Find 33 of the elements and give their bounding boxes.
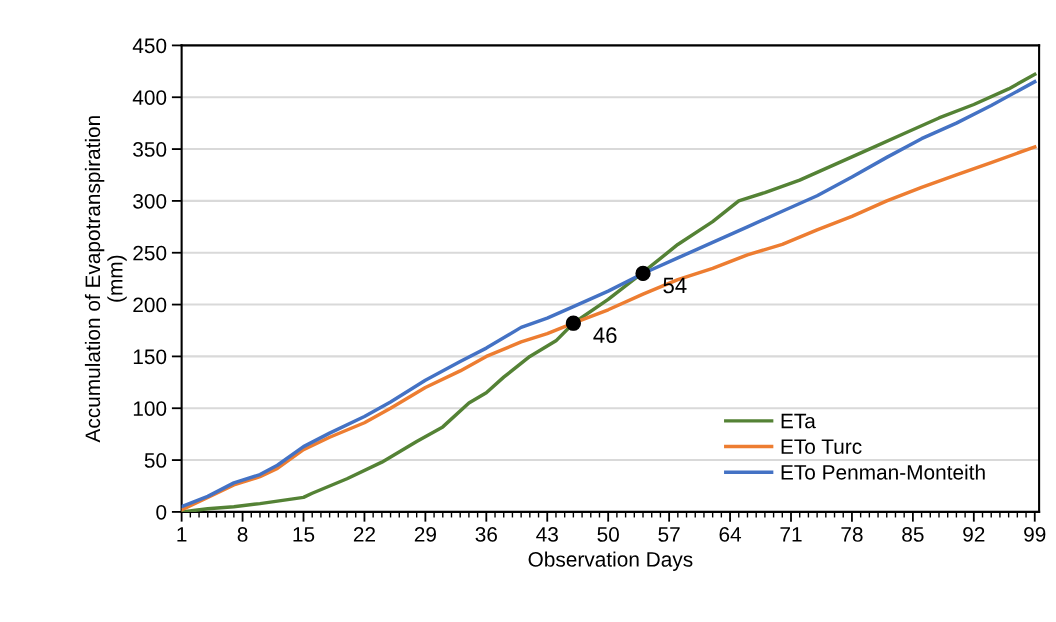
x-tick-label: 71	[780, 527, 802, 542]
x-tick-label: 43	[536, 527, 558, 542]
x-tick-label: 85	[902, 527, 924, 542]
y-tick-label: 0	[156, 504, 167, 520]
x-tick-label: 36	[475, 527, 497, 542]
legend-label: ETo Turc	[781, 439, 862, 455]
y-axis-title: Accumulation of Evapotranspiration (mm)	[84, 116, 127, 443]
y-tick-label: 200	[133, 297, 167, 313]
y-tick-label: 50	[144, 453, 167, 468]
x-tick-label: 8	[237, 527, 248, 542]
x-tick-label: 57	[658, 527, 680, 542]
x-tick-label: 1	[177, 527, 187, 542]
x-tick-label: 22	[353, 527, 375, 542]
annotation: 54	[663, 277, 687, 294]
y-tick-label: 450	[132, 38, 167, 54]
y-tick-label: 100	[133, 401, 167, 416]
y-tick-label: 300	[133, 193, 167, 209]
x-tick-label: 99	[1024, 527, 1046, 542]
x-tick-label: 15	[293, 527, 315, 542]
x-tick-label: 64	[719, 527, 742, 542]
x-tick-label: 29	[414, 527, 436, 542]
annotation: 46	[593, 327, 617, 344]
y-tick-label: 350	[133, 142, 167, 157]
legend-label: ETa	[781, 413, 816, 429]
legend-label: ETo Penman-Monteith	[781, 464, 985, 480]
y-tick-label: 400	[132, 90, 167, 105]
y-tick-label: 150	[133, 349, 167, 365]
x-tick-label: 92	[963, 527, 985, 542]
x-axis-title: Observation Days	[528, 551, 693, 571]
x-tick-label: 50	[597, 527, 619, 542]
x-tick-label: 78	[841, 527, 863, 542]
line-series	[181, 145, 1037, 512]
y-tick-label: 250	[133, 245, 167, 261]
